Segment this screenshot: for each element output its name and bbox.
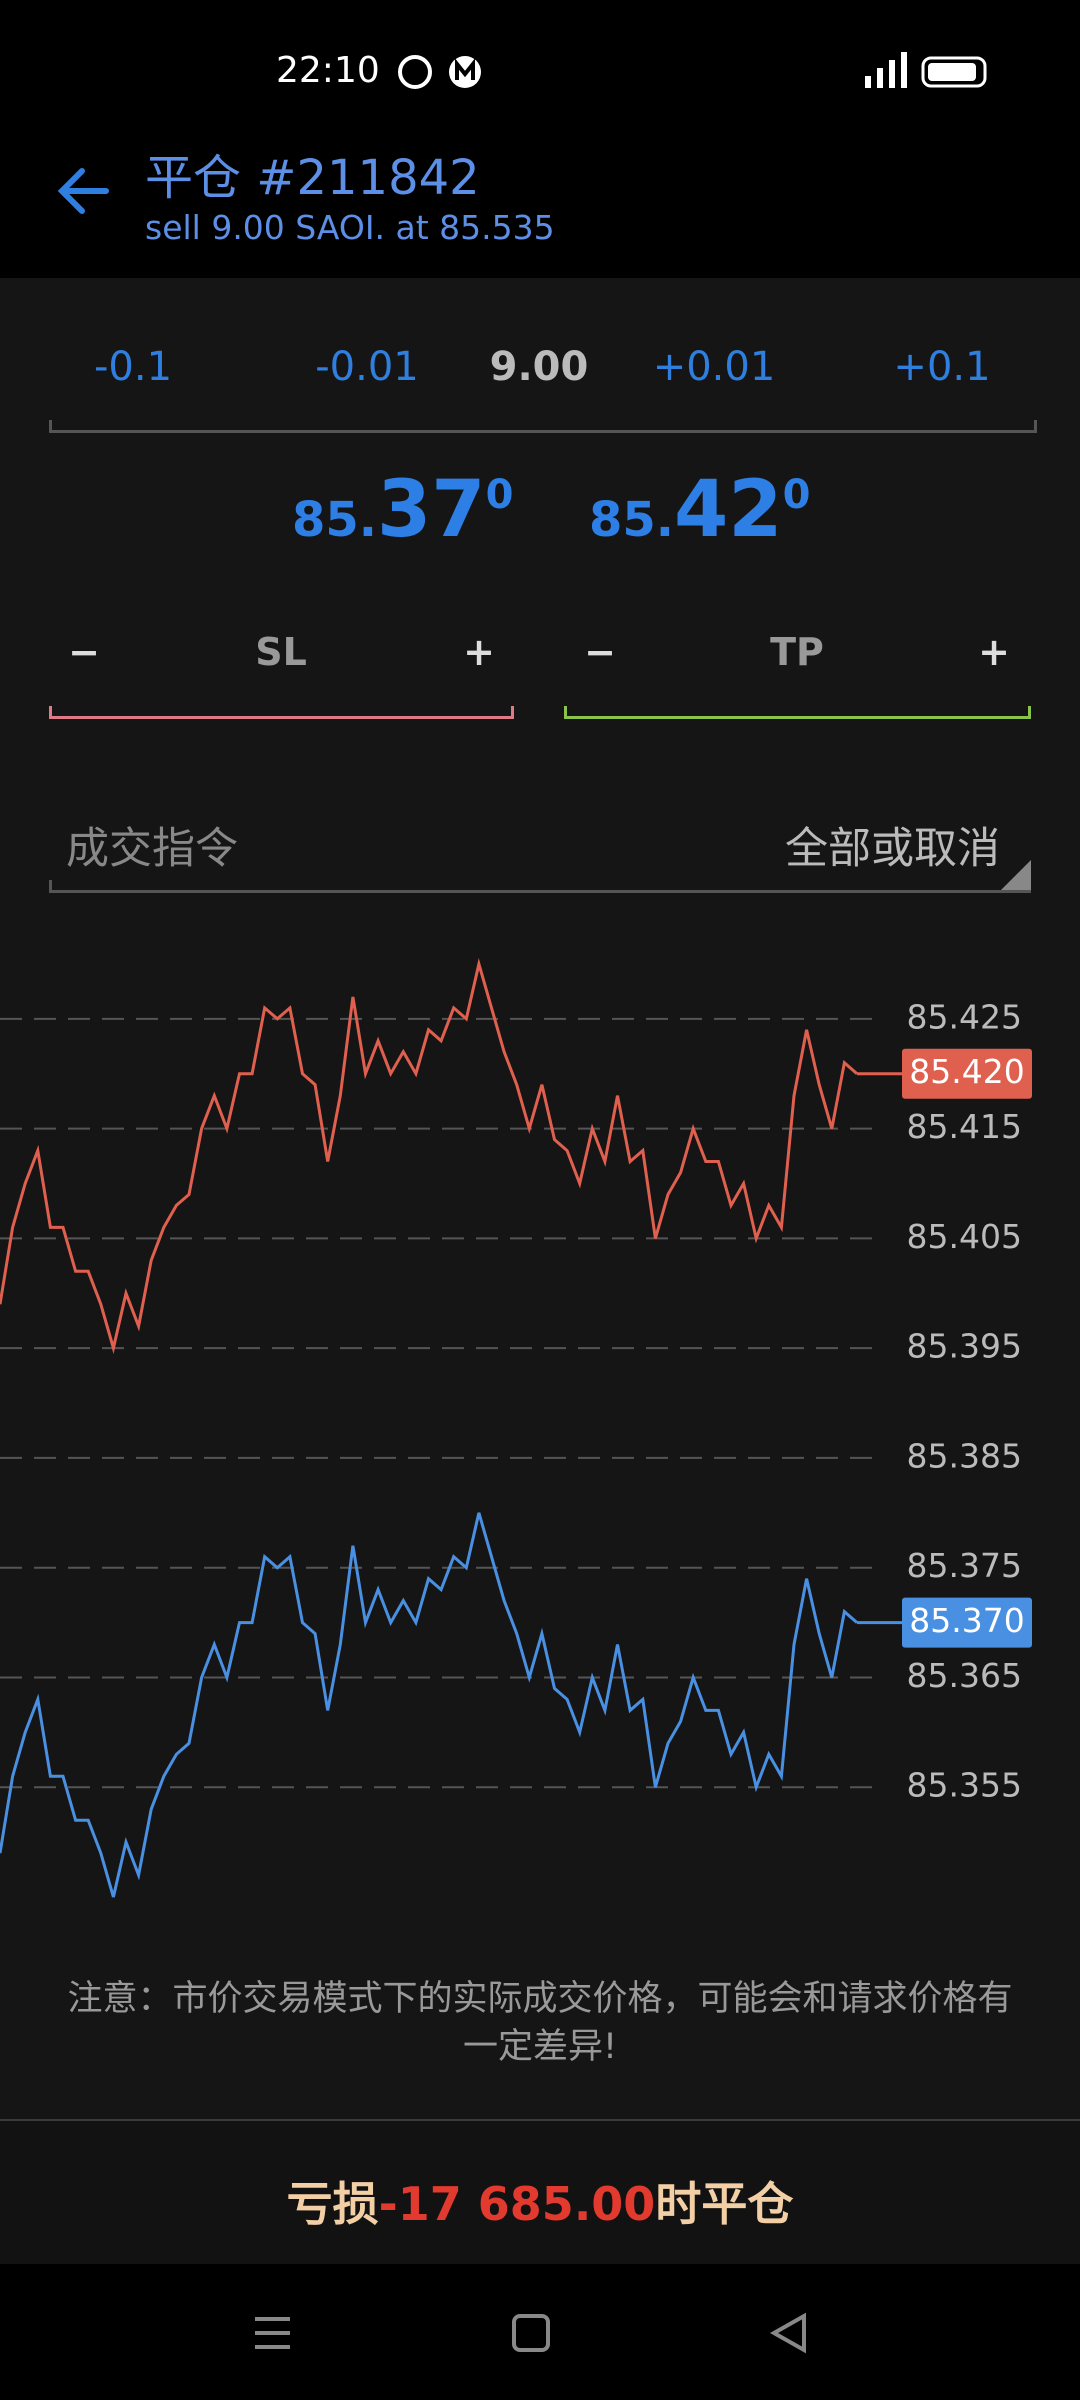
y-tick-label: 85.385: [907, 1436, 1022, 1475]
sl-minus[interactable]: −: [68, 630, 100, 674]
back-button[interactable]: [56, 165, 112, 217]
price-prefix: 85.: [589, 492, 675, 548]
price-prefix: 85.: [292, 492, 378, 548]
y-tick-label: 85.375: [907, 1546, 1022, 1585]
current-price-label: 85.420: [909, 1052, 1024, 1091]
sl-label[interactable]: SL: [255, 630, 307, 674]
price-tail: 0: [782, 472, 811, 518]
fill-policy-label: 成交指令: [66, 824, 238, 874]
system-icons: [865, 52, 987, 88]
volume-underline: [49, 420, 1037, 433]
nav-back[interactable]: [769, 2312, 806, 2354]
current-price-box: [902, 1048, 1032, 1099]
action-amount: -17 685.00: [378, 2177, 656, 2231]
note: 注意：市价交易模式下的实际成交价格，可能会和请求价格有一定差异!: [67, 1979, 1013, 2067]
top-bar: [0, 0, 1080, 278]
volume-value[interactable]: 9.00: [489, 344, 589, 390]
tp-label[interactable]: TP: [770, 630, 824, 674]
nav-menu[interactable]: [255, 2317, 290, 2349]
volume-step[interactable]: +0.01: [652, 344, 776, 390]
ask-price[interactable]: 85.420: [589, 465, 810, 555]
price-line: [0, 958, 858, 1355]
status-icons: [398, 55, 481, 89]
price-chart: 85.425 85.415 85.405 85.395 85.385 85.375 85.3…: [0, 958, 1032, 1898]
price-main: 42: [674, 465, 783, 555]
action-suffix: 时平仓: [655, 2177, 794, 2231]
bid-price[interactable]: 85.370: [292, 465, 513, 555]
clock: 22:10: [276, 50, 380, 91]
navigation-bar: [0, 2264, 1080, 2400]
volume-step[interactable]: +0.1: [893, 344, 991, 390]
tp-underline: [564, 706, 1031, 719]
nav-icons: [255, 2312, 806, 2354]
action-bar[interactable]: [0, 2119, 1080, 2266]
sl-plus[interactable]: +: [463, 630, 495, 674]
price-main: 37: [377, 465, 486, 555]
dropdown-corner: [1001, 860, 1031, 890]
y-tick-label: 85.425: [907, 997, 1022, 1036]
y-tick-label: 85.415: [907, 1107, 1022, 1146]
title: 平仓 #211842: [145, 150, 480, 206]
y-tick-label: 85.365: [907, 1656, 1022, 1695]
current-price-label: 85.370: [909, 1601, 1024, 1640]
close-button[interactable]: 亏损-17 685.00时平仓: [0, 2168, 1080, 2234]
volume-step[interactable]: -0.01: [315, 344, 419, 390]
subtitle: sell 9.00 SAOI. at 85.535: [145, 208, 555, 247]
tp-plus[interactable]: +: [978, 630, 1010, 674]
y-tick-label: 85.405: [907, 1217, 1022, 1256]
y-tick-label: 85.395: [907, 1327, 1022, 1366]
price-line: [0, 1512, 858, 1898]
fill-policy-value[interactable]: 全部或取消: [785, 824, 1000, 874]
nav-home[interactable]: [512, 2314, 550, 2352]
current-price-box: [902, 1597, 1032, 1648]
sl-underline: [49, 706, 514, 719]
price-tail: 0: [485, 472, 514, 518]
tp-minus[interactable]: −: [584, 630, 616, 674]
action-prefix: 亏损: [286, 2177, 379, 2231]
y-tick-label: 85.355: [907, 1766, 1022, 1805]
volume-step[interactable]: -0.1: [93, 344, 173, 390]
